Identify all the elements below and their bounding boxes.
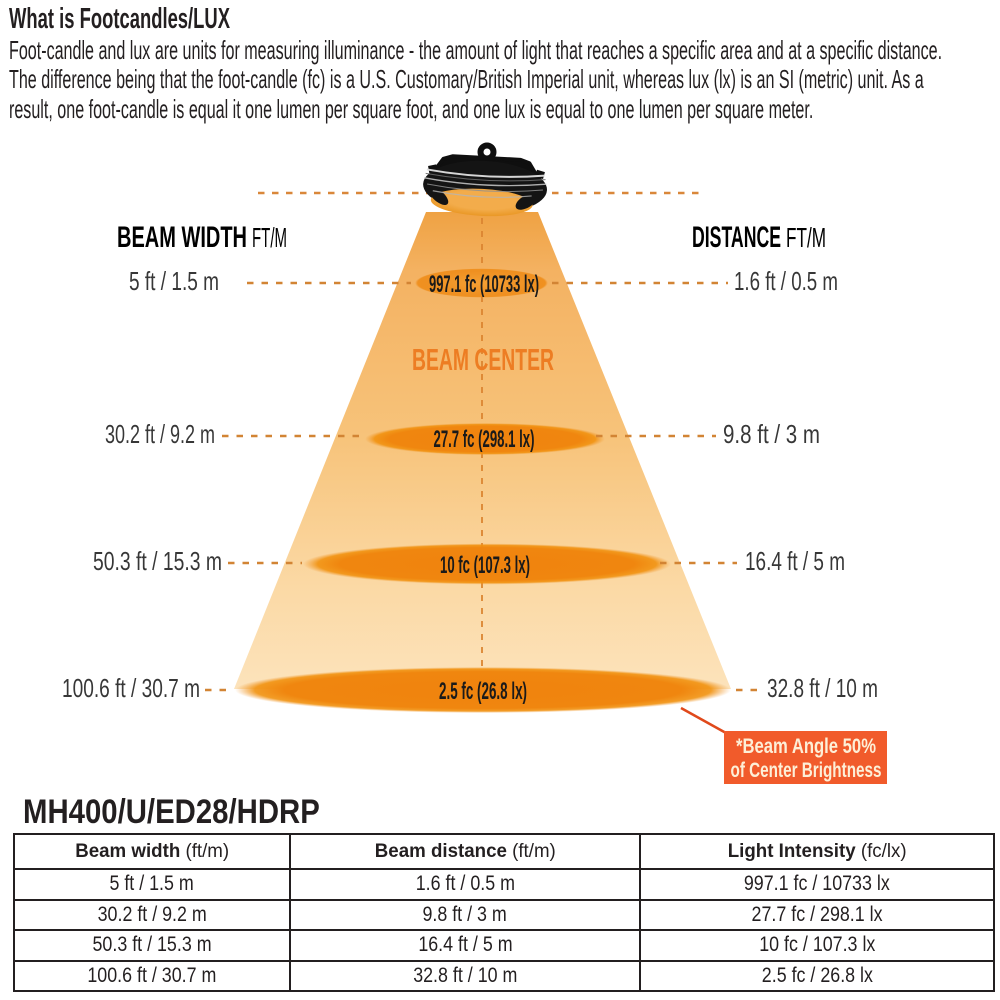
svg-text:100.6 ft / 30.7 m: 100.6 ft / 30.7 m [62, 673, 200, 703]
svg-text:BEAM WIDTH: BEAM WIDTH [117, 221, 247, 254]
svg-text:32.8 ft / 10 m: 32.8 ft / 10 m [767, 673, 878, 703]
svg-text:5 ft / 1.5 m: 5 ft / 1.5 m [129, 266, 219, 296]
svg-text:FT/M: FT/M [786, 222, 826, 253]
svg-text:27.7 fc (298.1 lx): 27.7 fc (298.1 lx) [434, 426, 535, 453]
svg-text:of Center Brightness: of Center Brightness [731, 758, 882, 782]
svg-text:BEAM CENTER: BEAM CENTER [412, 342, 554, 377]
svg-text:16.4 ft / 5 m: 16.4 ft / 5 m [745, 546, 845, 576]
svg-text:9.8 ft / 3 m: 9.8 ft / 3 m [723, 419, 820, 449]
svg-text:50.3 ft / 15.3 m: 50.3 ft / 15.3 m [93, 546, 222, 576]
svg-text:10 fc (107.3 lx): 10 fc (107.3 lx) [440, 552, 530, 579]
svg-text:1.6 ft / 0.5 m: 1.6 ft / 0.5 m [734, 266, 838, 296]
svg-text:2.5 fc (26.8 lx): 2.5 fc (26.8 lx) [439, 678, 527, 705]
svg-text:FT/M: FT/M [252, 222, 287, 253]
svg-text:997.1 fc (10733 lx): 997.1 fc (10733 lx) [429, 271, 539, 298]
svg-text:*Beam Angle 50%: *Beam Angle 50% [736, 734, 876, 758]
svg-text:DISTANCE: DISTANCE [692, 221, 781, 254]
svg-text:30.2 ft / 9.2 m: 30.2 ft / 9.2 m [105, 419, 215, 449]
